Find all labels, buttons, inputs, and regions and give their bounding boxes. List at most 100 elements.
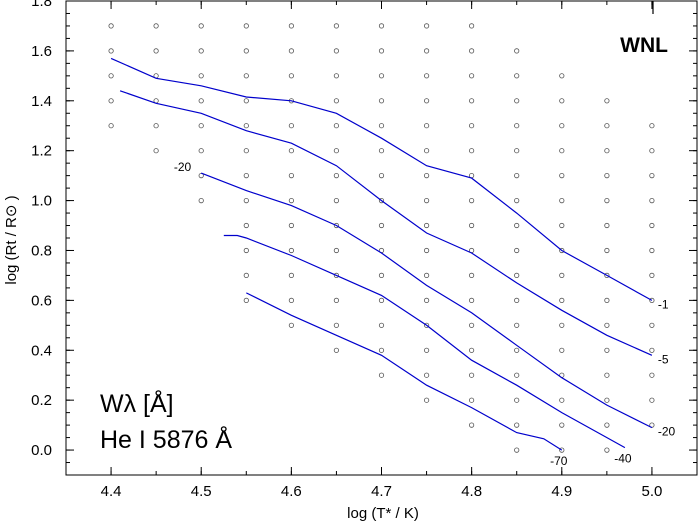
grid-model-point — [604, 148, 610, 154]
grid-model-point — [243, 98, 249, 104]
grid-model-point — [378, 322, 385, 328]
grid-model-point — [288, 23, 294, 29]
grid-model-point — [108, 98, 114, 104]
grid-model-point — [604, 322, 610, 328]
grid-model-point — [243, 23, 249, 29]
grid-model-point — [604, 222, 610, 229]
grid-model-point — [378, 372, 385, 378]
grid-model-point — [468, 272, 475, 278]
grid-model-point — [649, 297, 655, 303]
grid-model-point — [333, 73, 339, 79]
grid-model-point — [378, 73, 385, 79]
grid-model-point — [153, 123, 159, 129]
x-tick-label: 4.9 — [551, 483, 572, 500]
grid-model-point — [559, 198, 565, 204]
grid-model-point — [559, 173, 565, 179]
grid-model-point — [423, 98, 430, 104]
grid-model-point — [604, 123, 610, 129]
grid-model-point — [514, 297, 520, 303]
grid-model-point — [514, 247, 520, 254]
contour-line--5 — [119, 90, 653, 356]
grid-model-point — [514, 222, 520, 229]
grid-model-point — [514, 198, 520, 204]
grid-model-point — [423, 297, 430, 303]
grid-model-point — [604, 422, 610, 428]
contour-lines: -1 -5 -20 -20 -40 -70 — [110, 57, 676, 468]
grid-model-point — [378, 347, 385, 353]
grid-model-point — [378, 222, 385, 229]
grid-model-point — [559, 322, 565, 328]
grid-model-point — [288, 148, 294, 154]
x-tick-label: 4.5 — [191, 483, 212, 500]
grid-model-point — [468, 23, 475, 29]
grid-model-point — [423, 148, 430, 154]
grid-model-point — [649, 247, 655, 254]
grid-model-point — [333, 198, 339, 204]
grid-model-point — [468, 397, 475, 403]
x-tick-label: 4.7 — [371, 483, 392, 500]
grid-model-point — [243, 222, 249, 229]
grid-model-point — [243, 272, 249, 278]
grid-model-point — [559, 73, 565, 79]
panel-label: WNL — [620, 34, 668, 57]
grid-model-point — [333, 23, 339, 29]
grid-model-point — [333, 247, 339, 254]
grid-model-point — [333, 272, 339, 278]
grid-model-point — [153, 148, 159, 154]
grid-model-point — [649, 222, 655, 229]
x-tick-label: 4.6 — [281, 483, 302, 500]
grid-model-point — [604, 272, 610, 278]
grid-model-point — [378, 173, 385, 179]
grid-model-point — [559, 247, 565, 254]
x-axis-label: log (T* / K) — [347, 505, 419, 522]
y-tick-label: 1.4 — [31, 93, 52, 110]
grid-model-point — [108, 123, 114, 129]
grid-model-point — [198, 73, 204, 79]
y-tick-label: 0.0 — [31, 442, 52, 459]
grid-model-point — [288, 247, 294, 254]
contour-label-start: -20 — [174, 160, 192, 174]
grid-model-point — [514, 173, 520, 179]
grid-model-point — [559, 347, 565, 353]
grid-model-point — [649, 272, 655, 278]
axis-ticks: 4.4 4.5 4.6 4.7 4.8 4.9 5.0 0.0 0.2 0.4 0.6 0.8 1.0 1… — [31, 0, 698, 500]
contour-line--1 — [110, 57, 653, 301]
grid-model-point — [423, 372, 430, 378]
grid-model-point — [423, 397, 430, 403]
contour-label-end: -1 — [658, 297, 669, 311]
grid-model-point — [604, 297, 610, 303]
grid-model-point — [514, 123, 520, 129]
grid-model-point — [514, 372, 520, 378]
grid-model-point — [333, 322, 339, 328]
grid-model-point — [333, 98, 339, 104]
grid-model-point — [108, 73, 114, 79]
grid-model-point — [559, 272, 565, 278]
grid-model-point — [468, 73, 475, 79]
grid-model-point — [514, 98, 520, 104]
grid-model-point — [378, 98, 385, 104]
grid-model-point — [649, 198, 655, 204]
grid-model-point — [243, 73, 249, 79]
contour-label-end: -70 — [550, 454, 568, 468]
grid-model-point — [333, 48, 339, 54]
annotation-line-2: He I 5876 Å — [100, 424, 232, 454]
grid-model-point — [378, 123, 385, 129]
grid-model-point — [243, 198, 249, 204]
grid-model-point — [559, 148, 565, 154]
grid-model-point — [108, 23, 114, 29]
grid-model-point — [378, 48, 385, 54]
grid-model-point — [514, 272, 520, 278]
grid-model-point — [333, 173, 339, 179]
grid-model-point — [604, 397, 610, 403]
grid-model-point — [423, 222, 430, 229]
grid-model-point — [559, 422, 565, 428]
grid-model-point — [288, 222, 294, 229]
grid-model-point — [649, 347, 655, 353]
grid-model-point — [198, 148, 204, 154]
grid-model-point — [649, 148, 655, 154]
grid-model-point — [198, 123, 204, 129]
y-tick-label: 0.4 — [31, 342, 52, 359]
y-tick-label: 1.0 — [31, 193, 52, 210]
grid-model-point — [468, 148, 475, 154]
grid-model-point — [288, 322, 294, 328]
